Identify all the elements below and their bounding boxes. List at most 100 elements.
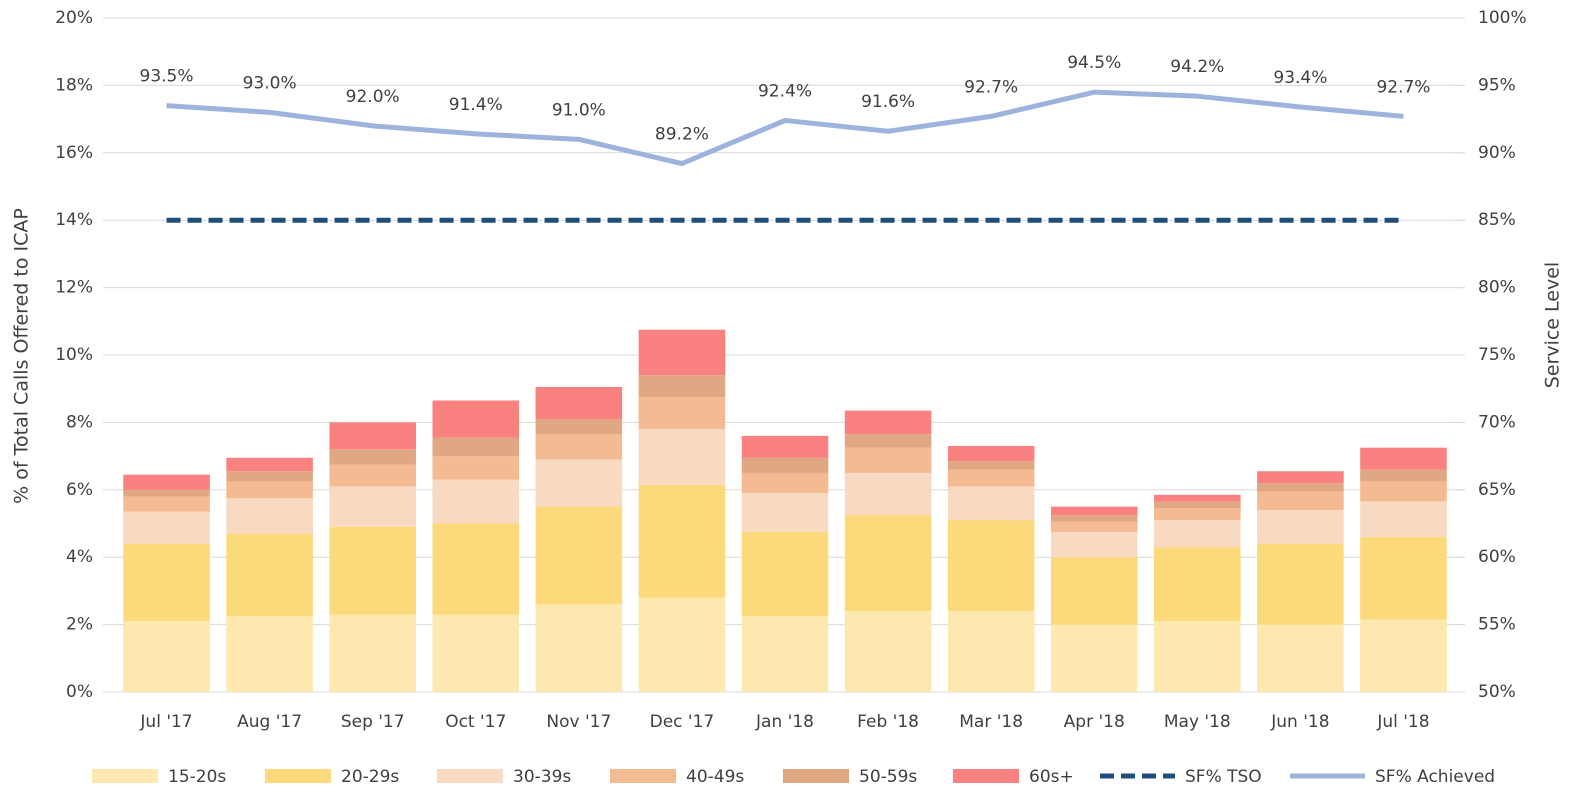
y-tick-label: 10% bbox=[55, 345, 93, 365]
data-label: 89.2% bbox=[655, 125, 709, 145]
bar-segment bbox=[1050, 531, 1138, 558]
y2-tick-label: 55% bbox=[1478, 615, 1516, 635]
y-tick-label: 14% bbox=[55, 210, 93, 230]
legend-label: SF% TSO bbox=[1185, 767, 1262, 787]
bar-segment bbox=[638, 375, 726, 398]
y-tick-label: 6% bbox=[66, 480, 93, 500]
y2-tick-label: 100% bbox=[1478, 8, 1527, 28]
bar-segment bbox=[1050, 521, 1138, 532]
bar-segment bbox=[741, 493, 829, 532]
y-tick-label: 18% bbox=[55, 75, 93, 95]
bar-segment bbox=[1360, 619, 1447, 692]
bar-segment bbox=[329, 486, 416, 527]
x-tick-label: May '18 bbox=[1164, 712, 1231, 732]
bar-segment bbox=[432, 523, 520, 615]
bar-segment bbox=[1360, 447, 1447, 470]
bar-segment bbox=[844, 611, 932, 692]
data-label: 93.4% bbox=[1273, 68, 1327, 88]
line-series bbox=[166, 89, 1404, 167]
y2-tick-label: 95% bbox=[1478, 75, 1516, 95]
x-tick-label: Oct '17 bbox=[445, 712, 506, 732]
bar-segment bbox=[844, 515, 932, 612]
y-tick-label: 4% bbox=[66, 547, 93, 567]
data-label: 91.0% bbox=[552, 100, 606, 120]
bar-segment bbox=[1154, 621, 1241, 692]
bar-segment bbox=[329, 449, 416, 465]
bar-segment bbox=[123, 621, 210, 692]
legend-swatch bbox=[610, 769, 676, 783]
bar-segment bbox=[741, 457, 829, 473]
y-tick-label: 0% bbox=[66, 682, 93, 702]
bar-segment bbox=[947, 469, 1035, 487]
bar-segment bbox=[432, 479, 520, 524]
bar-segment bbox=[329, 614, 416, 692]
bar-segment bbox=[535, 419, 623, 435]
bar-segment bbox=[1360, 481, 1447, 502]
legend-swatch bbox=[92, 769, 158, 783]
bar-segment bbox=[329, 526, 416, 615]
bar-segment bbox=[123, 489, 210, 497]
x-tick-label: Jul '17 bbox=[139, 712, 192, 732]
y-tick-label: 8% bbox=[66, 412, 93, 432]
bar-segment bbox=[329, 464, 416, 487]
data-label: 92.7% bbox=[964, 77, 1018, 97]
y2-tick-label: 90% bbox=[1478, 143, 1516, 163]
legend-label: 50-59s bbox=[859, 767, 917, 787]
bar-segment bbox=[947, 520, 1035, 612]
bar-segment bbox=[638, 329, 726, 376]
legend-swatch bbox=[783, 769, 849, 783]
y-tick-label: 2% bbox=[66, 615, 93, 635]
y2-tick-label: 65% bbox=[1478, 480, 1516, 500]
data-label: 91.4% bbox=[449, 95, 503, 115]
bar-segment bbox=[1154, 547, 1241, 622]
bar-segment bbox=[1154, 508, 1241, 521]
bar-segment bbox=[535, 387, 623, 420]
data-label: 93.5% bbox=[140, 67, 194, 87]
x-tick-label: Nov '17 bbox=[546, 712, 611, 732]
bar-segment bbox=[741, 472, 829, 494]
data-label: 92.0% bbox=[346, 87, 400, 107]
bar-segment bbox=[1257, 624, 1344, 692]
y-axis-title: % of Total Calls Offered to ICAP bbox=[11, 208, 33, 504]
bar-segment bbox=[638, 429, 726, 485]
legend-label: 20-29s bbox=[341, 767, 399, 787]
y2-tick-label: 80% bbox=[1478, 278, 1516, 298]
bar-segment bbox=[947, 611, 1035, 692]
y2-tick-label: 75% bbox=[1478, 345, 1516, 365]
bar-segment bbox=[638, 397, 726, 430]
y2-tick-label: 50% bbox=[1478, 682, 1516, 702]
x-tick-label: Jun '18 bbox=[1270, 712, 1329, 732]
bar-segment bbox=[432, 614, 520, 692]
bar-segment bbox=[947, 445, 1035, 462]
bar-segment bbox=[432, 437, 520, 457]
y2-tick-label: 60% bbox=[1478, 547, 1516, 567]
bar-segment bbox=[638, 597, 726, 692]
bar-segment bbox=[844, 410, 932, 435]
y2-tick-label: 70% bbox=[1478, 412, 1516, 432]
data-label: 92.7% bbox=[1376, 77, 1430, 97]
bar-segment bbox=[1050, 624, 1138, 692]
y-tick-label: 20% bbox=[55, 8, 93, 28]
bar-segment bbox=[1154, 494, 1241, 502]
data-label: 94.5% bbox=[1067, 53, 1121, 73]
bar-segment bbox=[1257, 471, 1344, 484]
legend-swatch bbox=[265, 769, 331, 783]
x-tick-label: Sep '17 bbox=[341, 712, 405, 732]
legend-label: SF% Achieved bbox=[1375, 767, 1495, 787]
bar-segment bbox=[1050, 557, 1138, 625]
legend-label: 40-49s bbox=[686, 767, 744, 787]
bar-segment bbox=[432, 456, 520, 480]
bar-segment bbox=[226, 457, 313, 472]
bar-segment bbox=[226, 533, 313, 617]
bar-segment bbox=[535, 604, 623, 692]
bar-segment bbox=[638, 484, 726, 598]
bar-segment bbox=[1154, 501, 1241, 509]
bar-segment bbox=[741, 435, 829, 458]
data-label: 93.0% bbox=[243, 73, 297, 93]
legend-swatch bbox=[437, 769, 503, 783]
legend-label: 60s+ bbox=[1029, 767, 1074, 787]
data-label: 91.6% bbox=[861, 92, 915, 112]
bar-segment bbox=[947, 486, 1035, 521]
x-tick-label: Dec '17 bbox=[650, 712, 715, 732]
